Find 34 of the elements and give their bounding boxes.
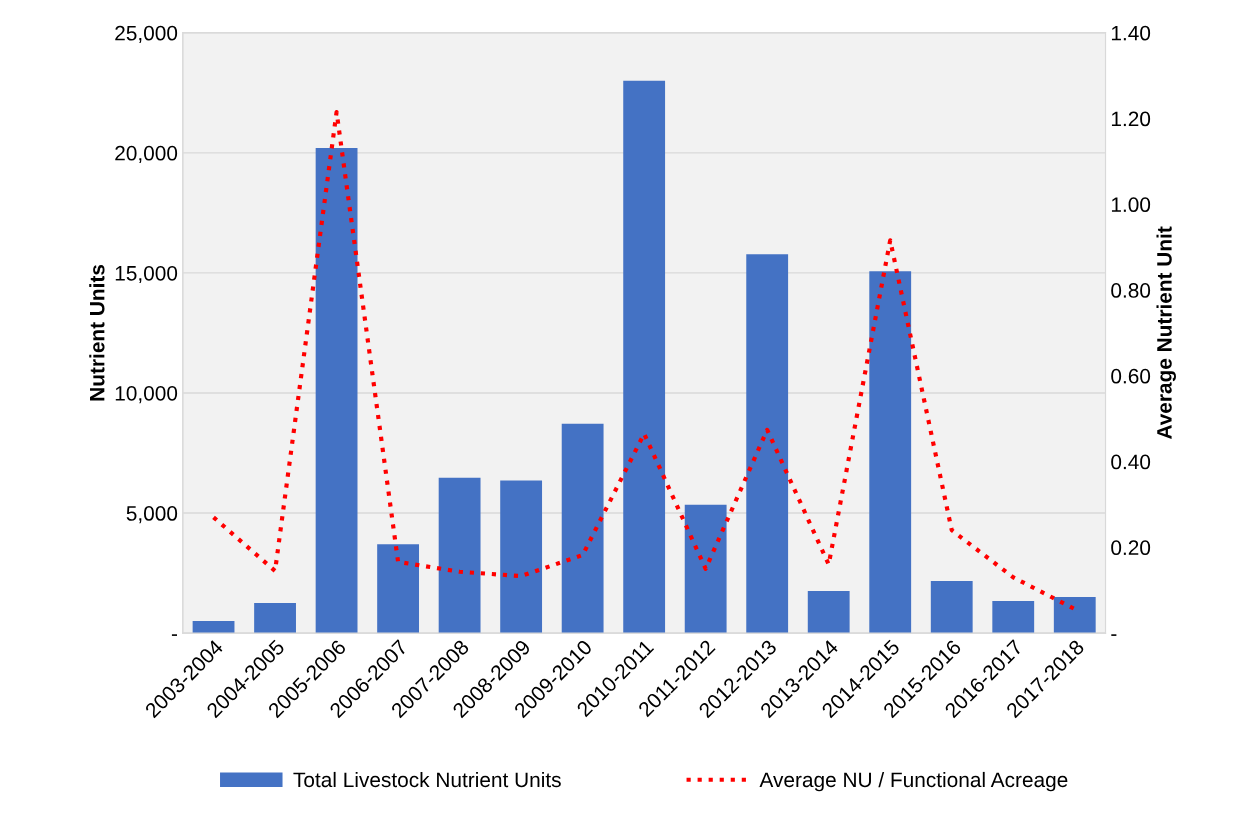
y2-tick-label: 1.40 xyxy=(1111,25,1151,41)
bar xyxy=(438,477,481,634)
bar xyxy=(377,544,420,634)
bar xyxy=(992,600,1035,634)
y2-tick-label: - xyxy=(1111,634,1117,636)
y2-tick-label: 0.60 xyxy=(1111,368,1151,384)
line-series xyxy=(211,110,1077,612)
bar xyxy=(869,271,912,634)
bar xyxy=(1053,597,1096,634)
bar xyxy=(500,480,543,634)
y2-tick-label: 1.20 xyxy=(1111,111,1151,127)
y-tick-label: 10,000 xyxy=(115,385,178,404)
bar xyxy=(746,254,789,634)
y-tick-label: 20,000 xyxy=(115,145,178,164)
bar xyxy=(684,504,727,634)
bar xyxy=(623,80,666,634)
bar xyxy=(561,423,604,634)
y2-tick-label: 0.20 xyxy=(1111,540,1151,556)
legend-label: Average NU / Functional Acreage xyxy=(759,771,1068,792)
legend-label: Total Livestock Nutrient Units xyxy=(293,771,561,788)
bar xyxy=(254,603,296,634)
y-tick-label: 5,000 xyxy=(126,506,178,524)
y2-axis-title: Average Nutrient Unit xyxy=(1156,226,1176,440)
bar xyxy=(807,591,850,634)
y2-tick-label: 0.80 xyxy=(1111,283,1151,298)
y2-tick-label: 1.00 xyxy=(1111,197,1151,213)
y2-tick-label: 0.40 xyxy=(1111,454,1151,470)
bar xyxy=(315,148,358,634)
y-tick-label: 25,000 xyxy=(115,25,178,43)
y-tick-label: 15,000 xyxy=(115,265,178,284)
y-tick-label: - xyxy=(171,634,178,636)
bar xyxy=(192,621,235,634)
bar xyxy=(930,580,973,634)
y-axis-title: Nutrient Units xyxy=(89,264,105,401)
